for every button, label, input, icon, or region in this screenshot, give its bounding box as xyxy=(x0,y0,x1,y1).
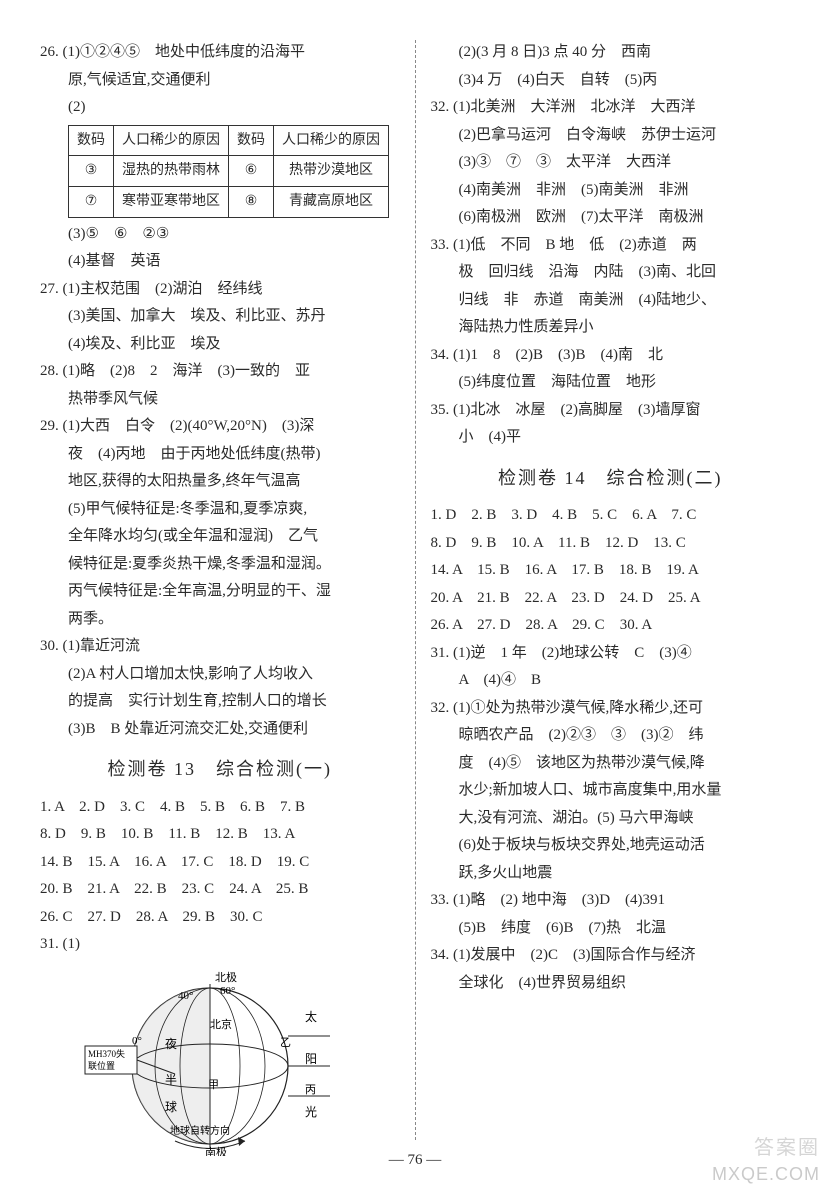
q30-l4: (3)B B 处靠近河流交汇处,交通便利 xyxy=(40,717,400,743)
q32b-l2: 晾晒农产品 (2)②③ ③ (3)② 纬 xyxy=(431,723,791,749)
th4: 人口稀少的原因 xyxy=(274,125,389,156)
s14-r6: 31. (1)逆 1 年 (2)地球公转 C (3)④ xyxy=(431,641,791,667)
s13-r1: 1. A 2. D 3. C 4. B 5. B 6. B 7. B xyxy=(40,795,400,821)
lbl-north: 北极 xyxy=(215,970,237,984)
q28-l2: 热带季风气候 xyxy=(40,387,400,413)
s13-r2: 8. D 9. B 10. B 11. B 12. B 13. A xyxy=(40,822,400,848)
q33b-l2: (5)B 纬度 (6)B (7)热 北温 xyxy=(431,916,791,942)
s13-r5: 26. C 27. D 28. A 29. B 30. C xyxy=(40,905,400,931)
th1: 数码 xyxy=(69,125,114,156)
q34-l1: 34. (1)1 8 (2)B (3)B (4)南 北 xyxy=(431,343,791,369)
lbl-ball: 球 xyxy=(165,1100,177,1114)
q29-l1: 29. (1)大西 白令 (2)(40°W,20°N) (3)深 xyxy=(40,414,400,440)
s13-r3: 14. B 15. A 16. A 17. C 18. D 19. C xyxy=(40,850,400,876)
lbl-40: 40° xyxy=(178,990,193,1002)
q27-l1: 27. (1)主权范围 (2)湖泊 经纬线 xyxy=(40,277,400,303)
q33-l3: 归线 非 赤道 南美洲 (4)陆地少、 xyxy=(431,288,791,314)
right-column: (2)(3 月 8 日)3 点 40 分 西南 (3)4 万 (4)白天 自转 … xyxy=(416,40,801,1140)
r2c1: ⑦ xyxy=(69,187,114,218)
s14-r7: A (4)④ B xyxy=(431,668,791,694)
q31r-l1: (2)(3 月 8 日)3 点 40 分 西南 xyxy=(431,40,791,66)
lbl-60: 60° xyxy=(220,985,235,997)
q29-l6: 候特征是:夏季炎热干燥,冬季温和湿润。 xyxy=(40,552,400,578)
r1c2: 湿热的热带雨林 xyxy=(114,156,229,187)
r1c1: ③ xyxy=(69,156,114,187)
lbl-south: 南极 xyxy=(205,1145,227,1156)
th2: 人口稀少的原因 xyxy=(114,125,229,156)
lbl-yang: 阳 xyxy=(305,1052,317,1066)
q33b-l1: 33. (1)略 (2) 地中海 (3)D (4)391 xyxy=(431,888,791,914)
r2c4: 青藏高原地区 xyxy=(274,187,389,218)
page-num-value: 76 xyxy=(408,1152,423,1168)
q32-l1: 32. (1)北美洲 大洋洲 北冰洋 大西洋 xyxy=(431,95,791,121)
r1c3: ⑥ xyxy=(229,156,274,187)
lbl-beijing: 北京 xyxy=(210,1017,232,1031)
q32b-l7: 跃,多火山地震 xyxy=(431,861,791,887)
q29-l4: (5)甲气候特征是:冬季温和,夏季凉爽, xyxy=(40,497,400,523)
th3: 数码 xyxy=(229,125,274,156)
q33-l4: 海陆热力性质差异小 xyxy=(431,315,791,341)
q32-l2: (2)巴拿马运河 白令海峡 苏伊士运河 xyxy=(431,123,791,149)
q33-l1: 33. (1)低 不同 B 地 低 (2)赤道 两 xyxy=(431,233,791,259)
q29-l5: 全年降水均匀(或全年温和湿润) 乙气 xyxy=(40,524,400,550)
s14-r2: 8. D 9. B 10. A 11. B 12. D 13. C xyxy=(431,531,791,557)
left-column: 26. (1)①②④⑤ 地处中低纬度的沿海平 原,气候适宜,交通便利 (2) 数… xyxy=(30,40,415,1140)
q32b-l5: 大,没有河流、湖泊。(5) 马六甲海峡 xyxy=(431,806,791,832)
q26-line3: (3)⑤ ⑥ ②③ xyxy=(40,222,400,248)
lbl-half: 半 xyxy=(165,1073,177,1087)
q26-line1b: 原,气候适宜,交通便利 xyxy=(40,68,400,94)
q32b-l1: 32. (1)①处为热带沙漠气候,降水稀少,还可 xyxy=(431,696,791,722)
q35-l2: 小 (4)平 xyxy=(431,425,791,451)
q33-l2: 极 回归线 沿海 内陆 (3)南、北回 xyxy=(431,260,791,286)
q29-l2: 夜 (4)丙地 由于丙地处低纬度(热带) xyxy=(40,442,400,468)
s14-r1: 1. D 2. B 3. D 4. B 5. C 6. A 7. C xyxy=(431,503,791,529)
q32-l3: (3)③ ⑦ ③ 太平洋 大西洋 xyxy=(431,150,791,176)
q30-l3: 的提高 实行计划生育,控制人口的增长 xyxy=(40,689,400,715)
s14-r5: 26. A 27. D 28. A 29. C 30. A xyxy=(431,613,791,639)
q27-l2: (3)美国、加拿大 埃及、利比亚、苏丹 xyxy=(40,304,400,330)
q26-line2: (2) xyxy=(40,95,400,121)
s14-r4: 20. A 21. B 22. A 23. D 24. D 25. A xyxy=(431,586,791,612)
q32b-l4: 水少;新加坡人口、城市高度集中,用水量 xyxy=(431,778,791,804)
q35-l1: 35. (1)北冰 冰屋 (2)高脚屋 (3)墙厚窗 xyxy=(431,398,791,424)
r1c4: 热带沙漠地区 xyxy=(274,156,389,187)
watermark-en: MXQE.COM xyxy=(712,1159,820,1190)
r2c2: 寒带亚寒带地区 xyxy=(114,187,229,218)
q26-line4: (4)基督 英语 xyxy=(40,249,400,275)
q30-l1: 30. (1)靠近河流 xyxy=(40,634,400,660)
q32b-l6: (6)处于板块与板块交界处,地壳运动活 xyxy=(431,833,791,859)
s14-r3: 14. A 15. B 16. A 17. B 18. B 19. A xyxy=(431,558,791,584)
q28-l1: 28. (1)略 (2)8 2 海洋 (3)一致的 亚 xyxy=(40,359,400,385)
s13-r4: 20. B 21. A 22. B 23. C 24. A 25. B xyxy=(40,877,400,903)
q32-l5: (6)南极洲 欧洲 (7)太平洋 南极洲 xyxy=(431,205,791,231)
q32-l4: (4)南美洲 非洲 (5)南美洲 非洲 xyxy=(431,178,791,204)
lbl-light: 光 xyxy=(305,1105,317,1119)
q29-l3: 地区,获得的太阳热量多,终年气温高 xyxy=(40,469,400,495)
q29-l7: 丙气候特征是:全年高温,分明显的干、湿 xyxy=(40,579,400,605)
globe-diagram: 北极 南极 40° 60° 0° 北京 夜 半 球 甲 太 乙 阳 丙 光 地球… xyxy=(80,966,340,1156)
q29-l8: 两季。 xyxy=(40,607,400,633)
lbl-0: 0° xyxy=(132,1035,142,1047)
q30-l2: (2)A 村人口增加太快,影响了人均收入 xyxy=(40,662,400,688)
q26-table: 数码 人口稀少的原因 数码 人口稀少的原因 ③ 湿热的热带雨林 ⑥ 热带沙漠地区… xyxy=(68,125,389,218)
section13-title: 检测卷 13 综合检测(一) xyxy=(40,754,400,785)
r2c3: ⑧ xyxy=(229,187,274,218)
lbl-loss1: MH370失 xyxy=(88,1048,125,1059)
q34b-l1: 34. (1)发展中 (2)C (3)国际合作与经济 xyxy=(431,943,791,969)
section14-title: 检测卷 14 综合检测(二) xyxy=(431,463,791,494)
q34b-l2: 全球化 (4)世界贸易组织 xyxy=(431,971,791,997)
s13-r6: 31. (1) xyxy=(40,932,400,958)
lbl-bing: 丙 xyxy=(305,1084,316,1096)
q26-line1: 26. (1)①②④⑤ 地处中低纬度的沿海平 xyxy=(40,40,400,66)
q27-l3: (4)埃及、利比亚 埃及 xyxy=(40,332,400,358)
q32b-l3: 度 (4)⑤ 该地区为热带沙漠气候,降 xyxy=(431,751,791,777)
lbl-yi: 乙 xyxy=(280,1036,291,1049)
lbl-tai: 太 xyxy=(305,1009,317,1024)
q34-l2: (5)纬度位置 海陆位置 地形 xyxy=(431,370,791,396)
lbl-jia: 甲 xyxy=(208,1079,219,1091)
lbl-loss2: 联位置 xyxy=(88,1060,115,1071)
q31r-l2: (3)4 万 (4)白天 自转 (5)丙 xyxy=(431,68,791,94)
lbl-rot: 地球自转方向 xyxy=(170,1124,230,1137)
lbl-night: 夜 xyxy=(165,1036,177,1051)
